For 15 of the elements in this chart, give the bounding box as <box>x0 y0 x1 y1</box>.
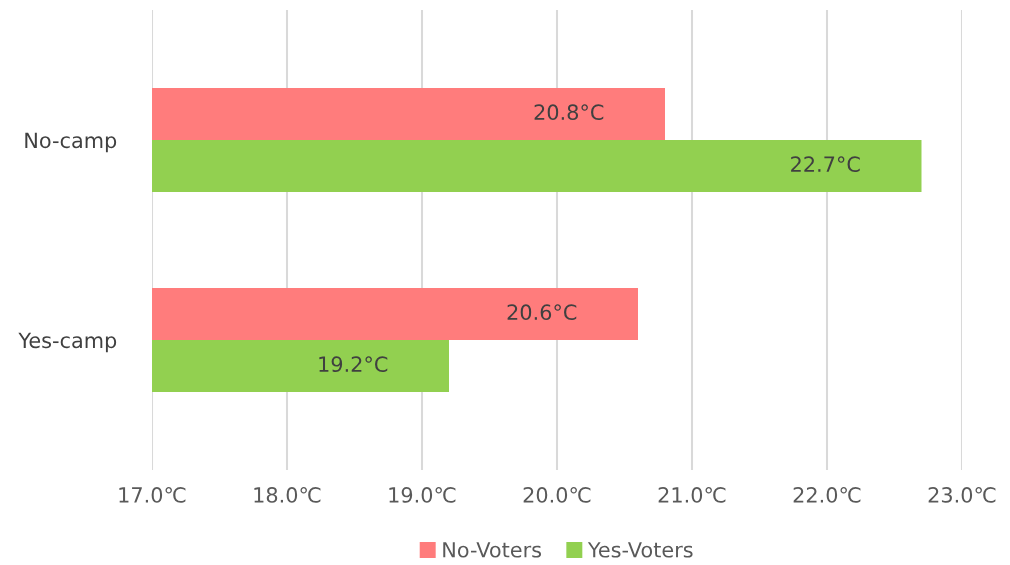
x-tick-label: 23.0℃ <box>928 487 996 503</box>
x-tick-label: 18.0℃ <box>254 487 321 503</box>
y-tick-label: Yes-camp <box>18 332 117 353</box>
legend-label: Yes-Voters <box>587 542 693 558</box>
legend-label: No-Voters <box>443 542 542 558</box>
data-label: 20.8°C <box>534 104 604 121</box>
data-label: 20.6°C <box>507 304 577 321</box>
x-tick-label: 21.0℃ <box>658 487 726 503</box>
data-label: 19.2°C <box>319 356 388 373</box>
x-tick-label: 17.0℃ <box>119 487 186 503</box>
data-label: 22.7°C <box>791 156 860 173</box>
y-tick-label: No-camp <box>25 132 117 153</box>
x-tick-label: 22.0℃ <box>793 487 861 503</box>
x-tick-label: 20.0℃ <box>523 487 591 503</box>
x-tick-label: 19.0℃ <box>389 487 456 503</box>
